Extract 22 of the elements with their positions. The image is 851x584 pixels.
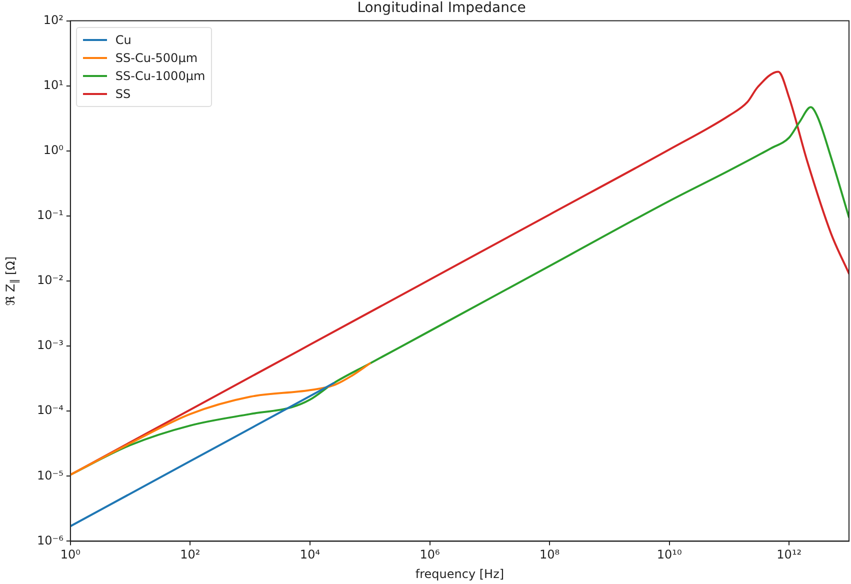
legend-label: SS-Cu-500μm [115, 50, 198, 65]
legend-label: SS-Cu-1000μm [115, 68, 206, 83]
y-tick-label: 10⁻² [36, 273, 64, 288]
y-tick-label: 10² [43, 12, 64, 27]
chart-title: Longitudinal Impedance [357, 0, 526, 16]
x-axis-title: frequency [Hz] [415, 566, 504, 581]
y-tick-label: 10¹ [43, 78, 64, 92]
legend-label: Cu [115, 32, 132, 47]
legend-label: SS [115, 86, 131, 101]
x-tick-label: 10² [180, 548, 200, 562]
x-tick-label: 10⁶ [420, 548, 440, 562]
x-tick-label: 10⁸ [539, 548, 560, 562]
y-tick-label: 10⁻¹ [36, 208, 64, 222]
y-tick-label: 10⁻⁴ [36, 403, 64, 418]
y-tick-label: 10⁻⁵ [36, 468, 64, 482]
y-tick-label: 10⁻³ [36, 338, 64, 352]
x-tick-label: 10⁴ [300, 548, 320, 562]
x-tick-label: 10¹² [776, 548, 802, 562]
y-tick-label: 10⁰ [43, 143, 64, 158]
y-tick-label: 10⁻⁶ [36, 533, 64, 548]
x-tick-label: 10¹⁰ [656, 548, 682, 562]
x-tick-label: 10⁰ [60, 548, 81, 562]
